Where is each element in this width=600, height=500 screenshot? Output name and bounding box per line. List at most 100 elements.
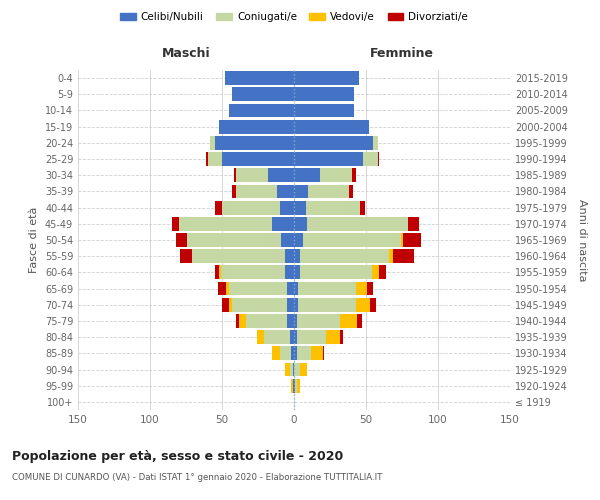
Text: COMUNE DI CUNARDO (VA) - Dati ISTAT 1° gennaio 2020 - Elaborazione TUTTITALIA.IT: COMUNE DI CUNARDO (VA) - Dati ISTAT 1° g… [12,472,382,482]
Bar [373,136,377,149]
Bar [221,266,286,280]
Bar [211,136,215,149]
Bar [225,71,294,85]
Bar [281,233,294,247]
Bar [294,120,369,134]
Bar [294,152,363,166]
Bar [179,217,272,230]
Bar [298,298,356,312]
Bar [294,136,373,149]
Bar [323,346,324,360]
Bar [287,298,294,312]
Bar [297,314,340,328]
Bar [408,217,419,230]
Bar [340,314,358,328]
Bar [180,250,192,263]
Bar [286,250,294,263]
Bar [222,152,294,166]
Bar [294,71,359,85]
Bar [300,250,389,263]
Bar [294,379,295,392]
Legend: Celibi/Nubili, Coniugati/e, Vedovi/e, Divorziati/e: Celibi/Nubili, Coniugati/e, Vedovi/e, Di… [116,8,472,26]
Bar [272,346,280,360]
Bar [389,250,394,263]
Bar [294,200,305,214]
Bar [229,104,294,118]
Bar [232,298,287,312]
Bar [356,282,367,296]
Bar [287,282,294,296]
Bar [307,217,408,230]
Bar [372,266,379,280]
Bar [294,88,355,101]
Bar [294,362,300,376]
Bar [298,282,356,296]
Bar [294,233,302,247]
Y-axis label: Fasce di età: Fasce di età [29,207,39,273]
Bar [236,314,239,328]
Bar [326,330,340,344]
Bar [294,168,320,182]
Bar [233,168,236,182]
Bar [294,217,307,230]
Bar [302,233,401,247]
Bar [356,298,370,312]
Bar [294,104,355,118]
Bar [300,362,307,376]
Bar [232,88,294,101]
Bar [176,233,187,247]
Bar [363,152,377,166]
Bar [295,379,297,392]
Bar [264,330,290,344]
Bar [290,362,293,376]
Bar [294,250,300,263]
Bar [215,266,219,280]
Bar [294,266,300,280]
Bar [293,362,294,376]
Bar [320,168,352,182]
Bar [290,330,294,344]
Bar [291,379,293,392]
Bar [293,379,294,392]
Bar [379,266,386,280]
Bar [360,200,365,214]
Bar [206,152,208,166]
Bar [229,298,232,312]
Bar [297,346,311,360]
Bar [286,362,290,376]
Bar [291,346,294,360]
Bar [272,217,294,230]
Text: Maschi: Maschi [161,48,211,60]
Bar [219,266,221,280]
Bar [305,200,360,214]
Bar [311,346,323,360]
Bar [222,298,229,312]
Bar [236,168,268,182]
Bar [294,346,297,360]
Bar [287,314,294,328]
Bar [308,184,349,198]
Bar [367,282,373,296]
Bar [208,152,222,166]
Bar [257,330,264,344]
Bar [280,200,294,214]
Bar [294,330,297,344]
Bar [370,298,376,312]
Bar [277,184,294,198]
Bar [215,136,294,149]
Bar [187,233,281,247]
Bar [377,152,379,166]
Bar [349,184,353,198]
Y-axis label: Anni di nascita: Anni di nascita [577,198,587,281]
Bar [215,200,222,214]
Bar [222,200,280,214]
Bar [219,120,294,134]
Bar [247,314,287,328]
Text: Popolazione per età, sesso e stato civile - 2020: Popolazione per età, sesso e stato civil… [12,450,343,463]
Bar [294,314,297,328]
Bar [340,330,343,344]
Bar [218,282,226,296]
Bar [294,282,298,296]
Bar [226,282,229,296]
Bar [268,168,294,182]
